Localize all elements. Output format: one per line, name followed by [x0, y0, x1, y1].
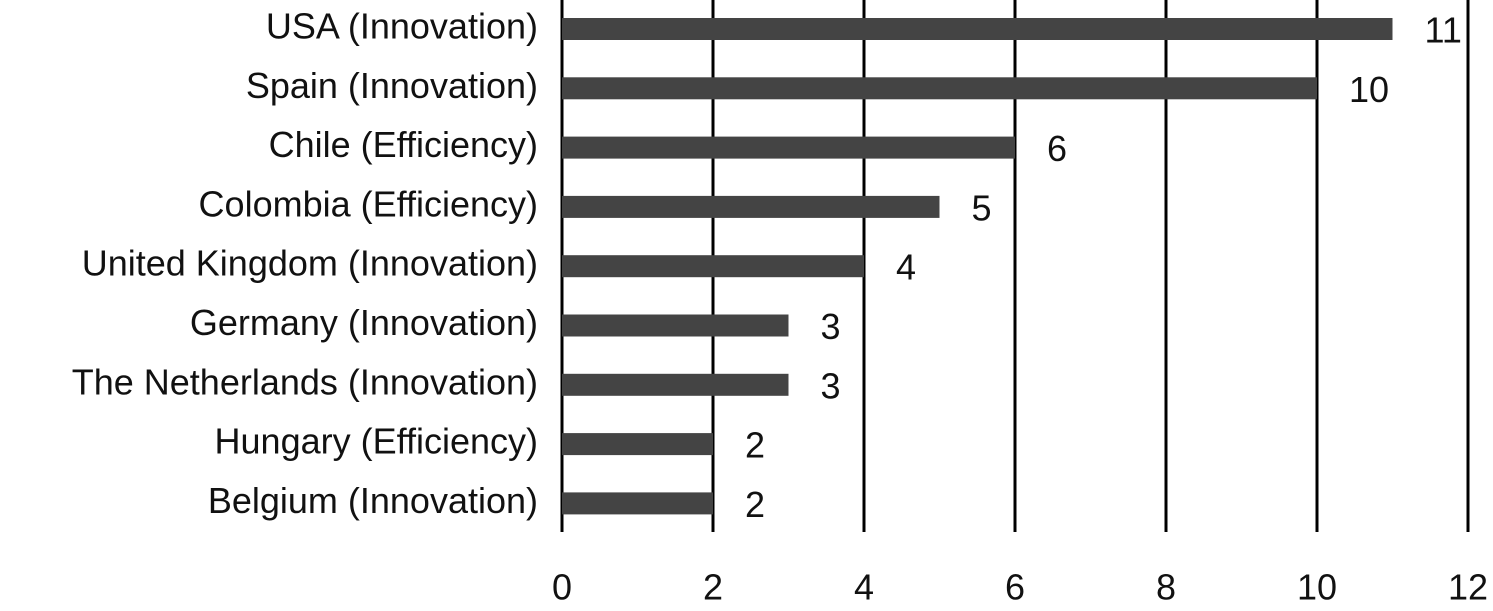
data-label: 6 [1047, 128, 1067, 169]
x-tick-label: 12 [1448, 567, 1488, 608]
y-tick-label: Colombia (Efficiency) [199, 183, 538, 224]
bar [562, 314, 789, 337]
bar [562, 255, 864, 278]
y-tick-label: Chile (Efficiency) [269, 124, 538, 165]
y-tick-label: The Netherlands (Innovation) [72, 361, 538, 402]
data-label: 2 [745, 484, 765, 525]
x-tick-label: 2 [703, 567, 723, 608]
y-tick-label: Spain (Innovation) [246, 65, 538, 106]
data-label: 5 [972, 187, 992, 228]
x-tick-label: 8 [1156, 567, 1176, 608]
y-tick-label: Hungary (Efficiency) [215, 421, 538, 462]
bar [562, 492, 713, 515]
x-tick-label: 4 [854, 567, 874, 608]
bar [562, 195, 940, 218]
y-tick-label: Germany (Innovation) [190, 302, 538, 343]
x-tick-label: 0 [552, 567, 572, 608]
y-tick-label: USA (Innovation) [266, 6, 538, 47]
bar [562, 77, 1317, 100]
data-label: 4 [896, 247, 916, 288]
data-label: 11 [1425, 10, 1462, 51]
x-tick-label: 10 [1297, 567, 1337, 608]
data-label: 2 [745, 425, 765, 466]
data-label: 10 [1349, 69, 1389, 110]
y-tick-label: United Kingdom (Innovation) [82, 243, 538, 284]
data-label: 3 [821, 306, 841, 347]
bar [562, 136, 1015, 159]
bar [562, 433, 713, 456]
x-tick-label: 6 [1005, 567, 1025, 608]
data-label: 3 [821, 365, 841, 406]
y-tick-label: Belgium (Innovation) [208, 480, 538, 521]
bar [562, 373, 789, 396]
bar [562, 18, 1393, 40]
